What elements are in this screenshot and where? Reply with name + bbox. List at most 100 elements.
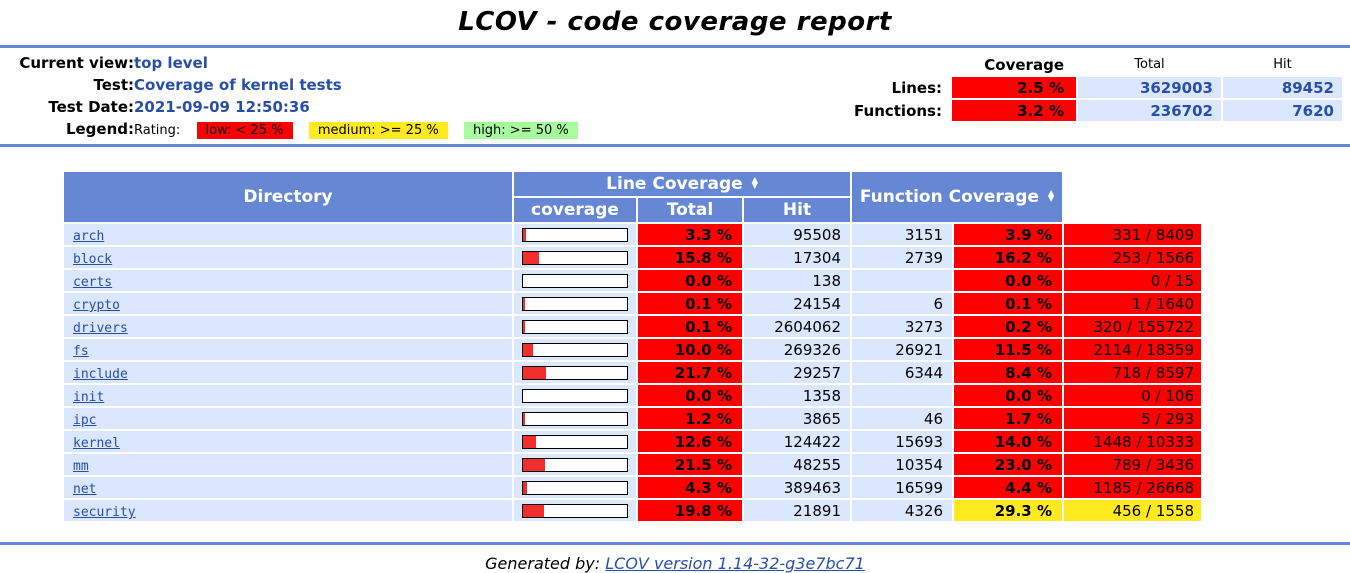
directory-cell: security xyxy=(64,500,512,521)
directory-link[interactable]: security xyxy=(73,505,136,520)
line-hit-cell: 16599 xyxy=(852,477,952,498)
summary-lines-row: Lines: 2.5 % 3629003 89452 xyxy=(834,77,1342,98)
function-coverage-percent-cell: 23.0 % xyxy=(954,454,1062,475)
functions-total-value: 236702 xyxy=(1078,100,1221,121)
line-hit-cell: 3273 xyxy=(852,316,952,337)
directory-link[interactable]: kernel xyxy=(73,436,120,451)
table-row: arch 3.3 % 95508 3151 3.9 % 331 / 8409 xyxy=(64,224,1201,245)
coverage-bar-fill xyxy=(523,435,536,448)
info-bar: Current view: top level Test: Coverage o… xyxy=(0,48,1350,144)
table-row: crypto 0.1 % 24154 6 0.1 % 1 / 1640 xyxy=(64,293,1201,314)
directory-cell: block xyxy=(64,247,512,268)
coverage-bar xyxy=(522,503,628,518)
function-coverage-percent-cell: 0.2 % xyxy=(954,316,1062,337)
function-coverage-percent-cell: 4.4 % xyxy=(954,477,1062,498)
top-ruler xyxy=(0,45,1350,48)
lcov-version-link[interactable]: LCOV version 1.14-32-g3e7bc71 xyxy=(605,554,865,573)
coverage-bar-fill xyxy=(523,251,539,264)
coverage-bar-fill xyxy=(523,458,545,471)
coverage-bar xyxy=(522,319,628,334)
line-coverage-percent-cell: 12.6 % xyxy=(638,431,742,452)
line-coverage-percent-cell: 0.1 % xyxy=(638,316,742,337)
table-header-row-1: Directory Line Coverage ▲ ▼ Function Cover… xyxy=(64,172,1201,222)
line-coverage-percent-cell: 0.0 % xyxy=(638,385,742,406)
total-subheader: Total xyxy=(638,198,742,222)
directory-link[interactable]: crypto xyxy=(73,298,120,313)
function-coverage-ratio-cell: 1185 / 26668 xyxy=(1064,477,1201,498)
directory-link[interactable]: certs xyxy=(73,275,113,290)
summary-header-row: Coverage Total Hit xyxy=(834,54,1342,75)
coverage-bar-fill xyxy=(523,343,533,356)
function-coverage-ratio-cell: 0 / 106 xyxy=(1064,385,1201,406)
function-coverage-ratio-cell: 320 / 155722 xyxy=(1064,316,1201,337)
line-coverage-percent-cell: 4.3 % xyxy=(638,477,742,498)
line-total-cell: 124422 xyxy=(744,431,850,452)
function-coverage-ratio-cell: 2114 / 18359 xyxy=(1064,339,1201,360)
line-coverage-percent-cell: 1.2 % xyxy=(638,408,742,429)
line-coverage-percent-cell: 21.7 % xyxy=(638,362,742,383)
line-hit-cell: 10354 xyxy=(852,454,952,475)
line-coverage-sort-icon[interactable]: ▲ ▼ xyxy=(751,175,758,190)
directory-link[interactable]: drivers xyxy=(73,321,128,336)
coverage-bar-cell xyxy=(514,224,636,245)
test-value: Coverage of kernel tests xyxy=(134,76,342,94)
line-coverage-percent-cell: 0.1 % xyxy=(638,293,742,314)
directory-cell: mm xyxy=(64,454,512,475)
line-hit-cell: 6344 xyxy=(852,362,952,383)
line-hit-cell: 2739 xyxy=(852,247,952,268)
directory-column-header: Directory xyxy=(64,172,512,222)
summary-coverage-header: Coverage xyxy=(984,55,1064,74)
function-coverage-sort-icon[interactable]: ▲ ▼ xyxy=(1047,188,1055,203)
function-coverage-ratio-cell: 5 / 293 xyxy=(1064,408,1201,429)
current-view-value: top level xyxy=(134,54,208,72)
table-row: security 19.8 % 21891 4326 29.3 % 456 / … xyxy=(64,500,1201,521)
line-coverage-percent-cell: 10.0 % xyxy=(638,339,742,360)
coverage-table-wrap: Directory Line Coverage ▲ ▼ Function Cover… xyxy=(62,170,1350,523)
function-coverage-ratio-cell: 789 / 3436 xyxy=(1064,454,1201,475)
coverage-bar xyxy=(522,342,628,357)
line-coverage-percent-cell: 19.8 % xyxy=(638,500,742,521)
coverage-bar-fill xyxy=(523,228,526,241)
directory-link[interactable]: block xyxy=(73,252,113,267)
coverage-bar-cell xyxy=(514,385,636,406)
directory-link[interactable]: mm xyxy=(73,459,89,474)
functions-coverage-value: 3.2 % xyxy=(952,100,1076,121)
line-hit-cell: 46 xyxy=(852,408,952,429)
coverage-bar-cell xyxy=(514,477,636,498)
coverage-bar xyxy=(522,273,628,288)
directory-link[interactable]: arch xyxy=(73,229,105,244)
summary-hit-header: Hit xyxy=(1273,57,1292,72)
directory-link[interactable]: include xyxy=(73,367,128,382)
table-row: kernel 12.6 % 124422 15693 14.0 % 1448 /… xyxy=(64,431,1201,452)
directory-header-label: Directory xyxy=(243,187,333,207)
function-coverage-percent-cell: 14.0 % xyxy=(954,431,1062,452)
line-hit-cell xyxy=(852,270,952,291)
coverage-bar-cell xyxy=(514,316,636,337)
table-header-row-2: coverage Total Hit xyxy=(64,198,1201,222)
page-title: LCOV - code coverage report xyxy=(458,7,892,37)
line-coverage-column-header: Line Coverage ▲ ▼ xyxy=(514,172,850,196)
coverage-bar-cell xyxy=(514,247,636,268)
function-coverage-percent-cell: 0.0 % xyxy=(954,385,1062,406)
coverage-bar-cell xyxy=(514,454,636,475)
directory-link[interactable]: net xyxy=(73,482,97,497)
function-coverage-percent-cell: 29.3 % xyxy=(954,500,1062,521)
directory-link[interactable]: ipc xyxy=(73,413,97,428)
function-coverage-column-header: Function Coverage ▲ ▼ xyxy=(852,172,1062,222)
coverage-table: Directory Line Coverage ▲ ▼ Function Cover… xyxy=(62,170,1203,523)
info-left-table: Current view: top level Test: Coverage o… xyxy=(6,52,578,140)
table-row: certs 0.0 % 138 0.0 % 0 / 15 xyxy=(64,270,1201,291)
lines-hit-value: 89452 xyxy=(1223,77,1342,98)
line-hit-cell: 15693 xyxy=(852,431,952,452)
table-row: mm 21.5 % 48255 10354 23.0 % 789 / 3436 xyxy=(64,454,1201,475)
directory-link[interactable]: fs xyxy=(73,344,89,359)
function-coverage-header-label: Function Coverage xyxy=(859,187,1039,207)
mid-ruler xyxy=(0,144,1350,147)
function-coverage-ratio-cell: 1 / 1640 xyxy=(1064,293,1201,314)
generated-by-label: Generated by: xyxy=(485,554,606,573)
test-date-row: Test Date: 2021-09-09 12:50:36 xyxy=(6,96,578,118)
directory-cell: drivers xyxy=(64,316,512,337)
summary-table: Coverage Total Hit Lines: 2.5 % 3629003 … xyxy=(832,52,1344,123)
directory-link[interactable]: init xyxy=(73,390,105,405)
lines-label: Lines: xyxy=(891,78,942,97)
